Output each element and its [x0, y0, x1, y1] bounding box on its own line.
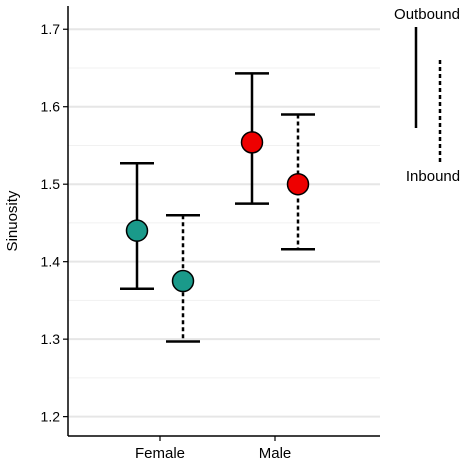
y-tick-label: 1.3	[41, 331, 61, 347]
x-tick-label: Female	[135, 445, 185, 462]
legend-label-outbound: Outbound	[394, 6, 460, 23]
error-bars-and-points	[120, 73, 315, 341]
y-tick-label: 1.6	[41, 99, 61, 115]
x-axis-ticks: Female Male	[135, 436, 291, 462]
y-tick-label: 1.2	[41, 409, 61, 425]
y-tick-label: 1.5	[41, 176, 61, 192]
legend: Outbound Inbound	[394, 6, 460, 185]
mean-point-inbound-female	[173, 271, 194, 292]
y-axis-label: Sinuosity	[4, 190, 21, 251]
mean-point-outbound-female	[127, 220, 148, 241]
grid-lines	[68, 29, 380, 416]
y-tick-label: 1.7	[41, 21, 61, 37]
mean-point-outbound-male	[242, 132, 263, 153]
y-tick-label: 1.4	[41, 254, 61, 270]
x-tick-label: Male	[259, 445, 292, 462]
mean-point-inbound-male	[288, 174, 309, 195]
legend-label-inbound: Inbound	[406, 168, 460, 185]
y-axis-ticks: 1.2 1.3 1.4 1.5 1.6 1.7	[41, 21, 68, 424]
